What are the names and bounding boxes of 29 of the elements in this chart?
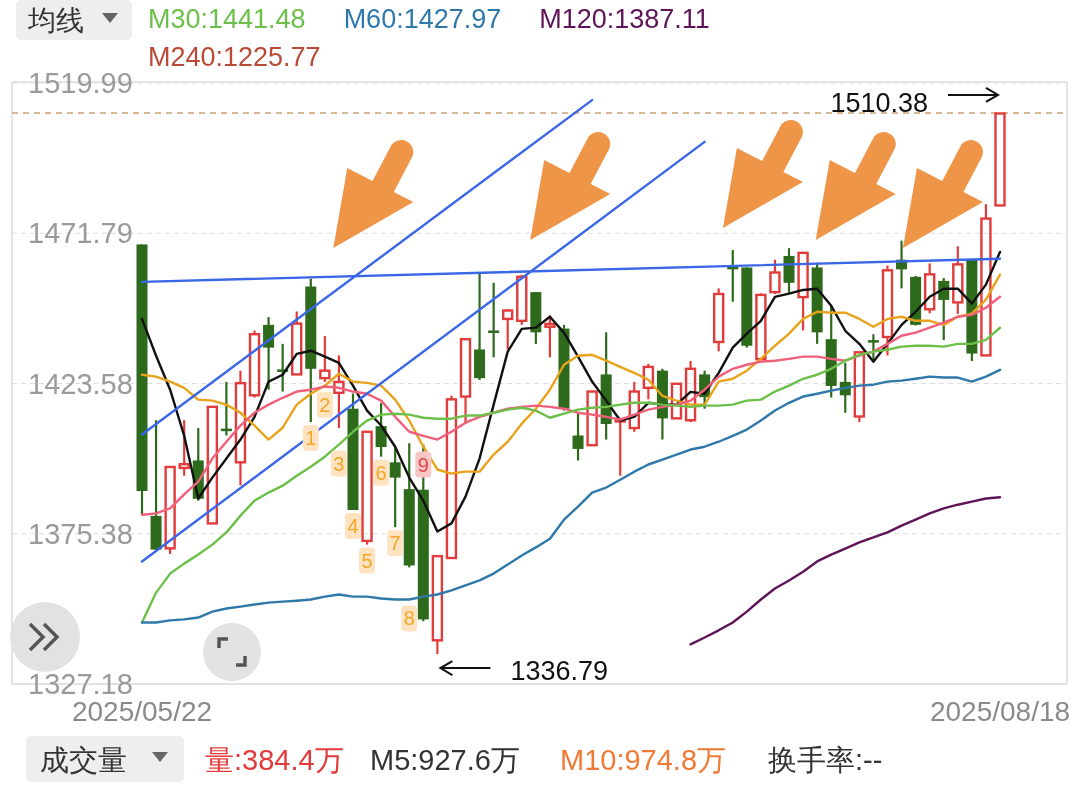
text: M10:974.8万 — [560, 744, 727, 776]
y-tick-label: 1423.58 — [28, 367, 133, 400]
legend-label: M240:1225.77 — [148, 42, 321, 72]
annotation: 1336.79 — [510, 656, 608, 687]
text: M30:1441.48 — [148, 4, 306, 34]
annotation: 1510.38 — [830, 87, 928, 118]
line-series — [140, 250, 1002, 533]
badge: 8 — [401, 605, 418, 632]
line-series — [140, 295, 1002, 516]
text: M60:1427.97 — [343, 4, 502, 34]
y-tick-label: 1519.99 — [28, 67, 133, 99]
y-tick-label: 1375.38 — [28, 517, 133, 550]
line-series — [689, 495, 1002, 646]
text: 量:384.4万 — [205, 744, 344, 776]
badge: 7 — [387, 530, 404, 557]
badge: 2 — [316, 391, 333, 418]
badge: 5 — [359, 547, 376, 574]
badge: 1 — [302, 425, 319, 452]
badge: 9 — [415, 451, 432, 478]
badge: 3 — [330, 450, 347, 477]
x-tick-label: 2025/08/18 — [929, 696, 1071, 727]
y-tick-label: 1471.79 — [28, 217, 133, 250]
text: M5:927.6万 — [370, 744, 520, 776]
badge: 6 — [373, 459, 390, 486]
text: 换手率:-- — [768, 744, 883, 776]
text: 成交量 — [40, 744, 127, 776]
legend-title: 均线 — [27, 5, 84, 36]
badge: 4 — [345, 513, 361, 539]
text: M120:1387.11 — [539, 4, 710, 34]
